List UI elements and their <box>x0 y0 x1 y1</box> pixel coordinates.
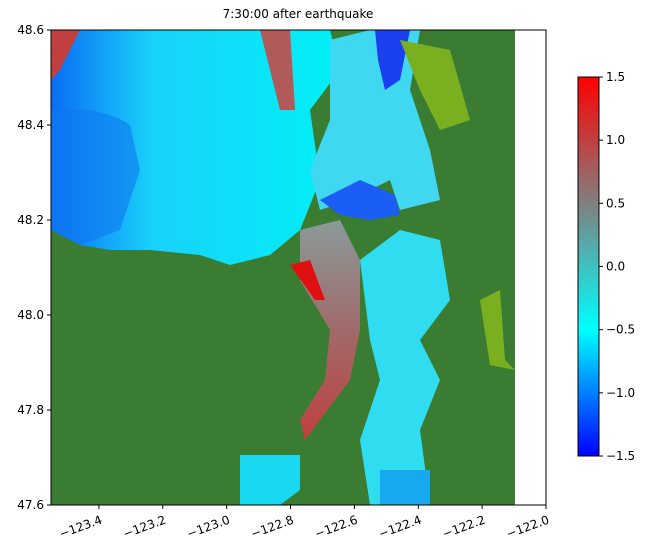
colorbar-tick-label: −1.5 <box>606 449 635 463</box>
x-tick-label: −122.4 <box>377 513 424 541</box>
colorbar <box>577 76 600 457</box>
colorbar-tick-label: −0.5 <box>606 323 635 337</box>
water <box>310 30 440 210</box>
y-tick-label: 47.6 <box>17 498 44 512</box>
water <box>375 30 410 90</box>
water <box>51 30 80 80</box>
x-tick-label: −122.8 <box>249 513 296 541</box>
x-tick-label: −122.2 <box>441 513 488 541</box>
x-tick-label: −123.0 <box>185 513 232 541</box>
y-tick-label: 48.4 <box>17 118 44 132</box>
colorbar-tick-label: −1.0 <box>606 386 635 400</box>
y-tick-label: 48.2 <box>17 213 44 227</box>
tidal-flat <box>400 40 470 130</box>
colorbar-tick-label: 1.5 <box>606 70 625 84</box>
y-tick-label: 48.6 <box>17 23 44 37</box>
tidal-flat <box>480 290 515 370</box>
y-tick-label: 47.8 <box>17 403 44 417</box>
colorbar-tick-label: 1.0 <box>606 133 625 147</box>
water <box>360 230 450 505</box>
no-data <box>515 30 546 505</box>
x-tick-label: −122.0 <box>504 513 551 541</box>
water <box>240 455 300 505</box>
axes-frame <box>50 29 547 506</box>
map <box>51 30 546 505</box>
chart-title: 7:30:00 after earthquake <box>223 7 374 21</box>
colorbar-tick-label: 0.5 <box>606 196 625 210</box>
y-tick-label: 48.0 <box>17 308 44 322</box>
x-tick-label: −123.2 <box>121 513 168 541</box>
water <box>51 109 140 245</box>
x-tick-label: −123.4 <box>57 513 104 541</box>
colorbar-tick-label: 0.0 <box>606 260 625 274</box>
water <box>290 260 325 300</box>
water <box>380 470 430 505</box>
water <box>320 180 400 220</box>
x-tick-label: −122.6 <box>313 513 360 541</box>
water <box>260 30 295 110</box>
